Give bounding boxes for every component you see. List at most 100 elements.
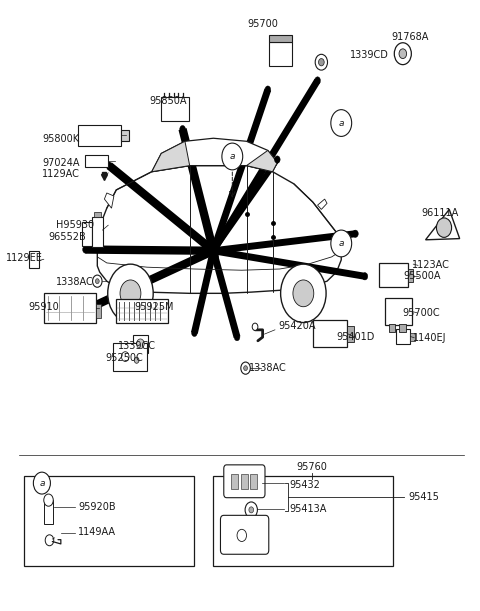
Circle shape [213, 253, 218, 260]
Text: 97024A: 97024A [42, 158, 80, 167]
Circle shape [34, 472, 50, 494]
Text: 95850A: 95850A [150, 96, 187, 106]
Circle shape [208, 242, 214, 249]
Text: 95420A: 95420A [278, 321, 316, 331]
Circle shape [249, 507, 253, 513]
Circle shape [45, 535, 54, 546]
FancyBboxPatch shape [224, 465, 265, 498]
Circle shape [137, 339, 144, 349]
Circle shape [244, 366, 248, 371]
Text: 1339CC: 1339CC [118, 342, 156, 351]
Circle shape [121, 352, 129, 362]
Circle shape [241, 362, 250, 374]
FancyBboxPatch shape [78, 125, 121, 145]
Polygon shape [105, 193, 114, 208]
Circle shape [399, 49, 407, 59]
FancyBboxPatch shape [408, 269, 413, 282]
FancyBboxPatch shape [389, 324, 395, 332]
FancyBboxPatch shape [213, 476, 393, 566]
Text: 1129AC: 1129AC [42, 169, 80, 179]
FancyBboxPatch shape [410, 333, 415, 342]
Circle shape [93, 275, 102, 287]
Text: 95700C: 95700C [403, 308, 441, 318]
Circle shape [222, 143, 243, 170]
FancyBboxPatch shape [44, 500, 53, 524]
Circle shape [331, 230, 352, 257]
Circle shape [265, 86, 271, 93]
Text: a: a [229, 152, 235, 161]
Circle shape [293, 280, 314, 307]
Polygon shape [318, 199, 327, 210]
Circle shape [92, 302, 98, 309]
Circle shape [275, 156, 280, 163]
FancyBboxPatch shape [231, 474, 239, 489]
Text: 1338AC: 1338AC [249, 363, 287, 373]
FancyBboxPatch shape [396, 329, 410, 345]
Text: a: a [39, 478, 45, 488]
FancyBboxPatch shape [313, 320, 347, 347]
FancyBboxPatch shape [92, 218, 103, 246]
Circle shape [252, 323, 258, 331]
FancyBboxPatch shape [113, 343, 147, 371]
FancyBboxPatch shape [82, 222, 92, 246]
FancyBboxPatch shape [44, 293, 96, 323]
FancyBboxPatch shape [385, 298, 412, 325]
Text: 95925M: 95925M [134, 302, 174, 312]
Circle shape [394, 43, 411, 65]
FancyBboxPatch shape [133, 335, 148, 353]
Text: 95250C: 95250C [106, 353, 143, 363]
Circle shape [319, 59, 324, 66]
Circle shape [353, 230, 358, 238]
Circle shape [96, 279, 99, 284]
FancyBboxPatch shape [24, 476, 194, 566]
Polygon shape [247, 150, 277, 172]
Circle shape [315, 54, 327, 70]
Text: H95930: H95930 [56, 220, 94, 230]
FancyBboxPatch shape [121, 130, 129, 141]
Text: 95432: 95432 [289, 480, 320, 490]
FancyBboxPatch shape [116, 299, 168, 323]
Circle shape [234, 334, 240, 341]
FancyBboxPatch shape [96, 304, 101, 318]
Circle shape [106, 162, 112, 169]
FancyBboxPatch shape [84, 155, 108, 167]
Text: 96111A: 96111A [421, 208, 458, 218]
Text: 95920B: 95920B [78, 502, 116, 513]
Text: 95760: 95760 [297, 463, 327, 472]
Circle shape [436, 218, 452, 238]
Circle shape [362, 273, 368, 280]
Circle shape [315, 77, 321, 84]
Polygon shape [152, 141, 190, 172]
Circle shape [83, 246, 88, 253]
FancyBboxPatch shape [379, 263, 408, 287]
FancyBboxPatch shape [94, 213, 101, 218]
Text: 1149AA: 1149AA [78, 527, 116, 536]
FancyBboxPatch shape [241, 474, 248, 489]
Polygon shape [152, 138, 277, 172]
FancyBboxPatch shape [220, 515, 269, 554]
FancyBboxPatch shape [161, 98, 189, 120]
Polygon shape [97, 166, 341, 293]
Text: a: a [338, 239, 344, 248]
Circle shape [237, 529, 247, 541]
Text: 95500A: 95500A [404, 271, 441, 281]
Text: 1129EE: 1129EE [5, 253, 42, 263]
Text: 1338AC: 1338AC [56, 277, 94, 287]
Text: 1123AC: 1123AC [412, 260, 450, 269]
FancyBboxPatch shape [29, 251, 39, 268]
Circle shape [108, 264, 153, 323]
Text: 95415: 95415 [408, 492, 439, 502]
Circle shape [120, 280, 141, 307]
Text: 1339CD: 1339CD [350, 50, 389, 60]
FancyBboxPatch shape [399, 324, 406, 332]
Text: 95401D: 95401D [336, 332, 375, 342]
Circle shape [211, 247, 216, 254]
Circle shape [180, 125, 185, 133]
Circle shape [134, 357, 139, 364]
Text: 95910: 95910 [28, 302, 59, 312]
Text: 1140EJ: 1140EJ [413, 333, 447, 343]
Circle shape [281, 264, 326, 323]
FancyBboxPatch shape [250, 474, 257, 489]
Circle shape [44, 494, 53, 506]
FancyBboxPatch shape [269, 42, 291, 66]
